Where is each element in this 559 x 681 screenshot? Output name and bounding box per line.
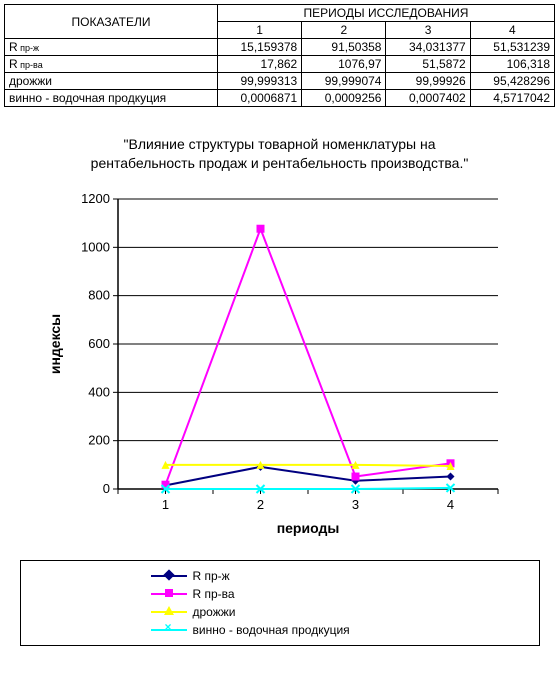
- svg-text:1200: 1200: [81, 191, 110, 206]
- chart-container: 0200400600800100012001234периодыиндексы …: [20, 191, 540, 646]
- cell: 51,531239: [470, 39, 554, 56]
- legend-swatch: [151, 587, 187, 601]
- svg-text:периоды: периоды: [276, 520, 339, 536]
- legend-label: R пр-ж: [193, 569, 230, 583]
- cell: 15,159378: [217, 39, 301, 56]
- row-label: винно - водочная продкуция: [5, 90, 218, 107]
- legend-swatch: [151, 605, 187, 619]
- table-row: R пр-ва 17,862 1076,97 51,5872 106,318: [5, 56, 555, 73]
- legend-label: винно - водочная продкуция: [193, 623, 350, 637]
- cell: 0,0007402: [386, 90, 470, 107]
- legend-item: дрожжи: [31, 603, 529, 621]
- svg-text:индексы: индексы: [47, 314, 63, 374]
- legend-item: × винно - водочная продкуция: [31, 621, 529, 639]
- cell: 99,999074: [302, 73, 386, 90]
- legend-label: R пр-ва: [193, 587, 235, 601]
- legend-swatch: ×: [151, 623, 187, 637]
- svg-text:2: 2: [256, 497, 263, 512]
- period-col: 4: [470, 22, 554, 39]
- cell: 51,5872: [386, 56, 470, 73]
- cell: 34,031377: [386, 39, 470, 56]
- square-icon: [165, 589, 173, 597]
- cell: 17,862: [217, 56, 301, 73]
- svg-text:200: 200: [88, 432, 110, 447]
- svg-text:400: 400: [88, 384, 110, 399]
- legend-item: R пр-ж: [31, 567, 529, 585]
- svg-text:1000: 1000: [81, 239, 110, 254]
- cell: 106,318: [470, 56, 554, 73]
- cell: 4,5717042: [470, 90, 554, 107]
- table-row: R пр-ж 15,159378 91,50358 34,031377 51,5…: [5, 39, 555, 56]
- period-col: 1: [217, 22, 301, 39]
- chart-title: "Влияние структуры товарной номенклатуры…: [70, 135, 490, 173]
- legend-label: дрожжи: [193, 605, 236, 619]
- cell: 91,50358: [302, 39, 386, 56]
- svg-text:800: 800: [88, 287, 110, 302]
- svg-text:600: 600: [88, 336, 110, 351]
- cell: 95,428296: [470, 73, 554, 90]
- cell: 1076,97: [302, 56, 386, 73]
- cell: 0,0006871: [217, 90, 301, 107]
- period-col: 3: [386, 22, 470, 39]
- table-row: винно - водочная продкуция 0,0006871 0,0…: [5, 90, 555, 107]
- diamond-icon: [163, 569, 174, 580]
- line-chart: 0 200 400 600 800 1000 1200 1 2 3 4 периоды индексы: [20, 191, 540, 541]
- svg-text:0: 0: [102, 481, 109, 496]
- data-table: ПОКАЗАТЕЛИ ПЕРИОДЫ ИССЛЕДОВАНИЯ 1 2 3 4 …: [4, 4, 555, 107]
- cell: 99,999313: [217, 73, 301, 90]
- x-icon: ×: [165, 623, 173, 631]
- row-label: R пр-ва: [5, 56, 218, 73]
- legend: R пр-ж R пр-ва дрожжи × винно - водочная…: [20, 560, 540, 646]
- legend-swatch: [151, 569, 187, 583]
- row-label: R пр-ж: [5, 39, 218, 56]
- svg-text:4: 4: [446, 497, 453, 512]
- period-col: 2: [302, 22, 386, 39]
- triangle-icon: [164, 606, 174, 615]
- header-indicators: ПОКАЗАТЕЛИ: [5, 5, 218, 39]
- cell: 0,0009256: [302, 90, 386, 107]
- svg-text:1: 1: [161, 497, 168, 512]
- legend-item: R пр-ва: [31, 585, 529, 603]
- cell: 99,99926: [386, 73, 470, 90]
- table-row: дрожжи 99,999313 99,999074 99,99926 95,4…: [5, 73, 555, 90]
- svg-text:3: 3: [351, 497, 358, 512]
- row-label: дрожжи: [5, 73, 218, 90]
- header-periods: ПЕРИОДЫ ИССЛЕДОВАНИЯ: [217, 5, 554, 22]
